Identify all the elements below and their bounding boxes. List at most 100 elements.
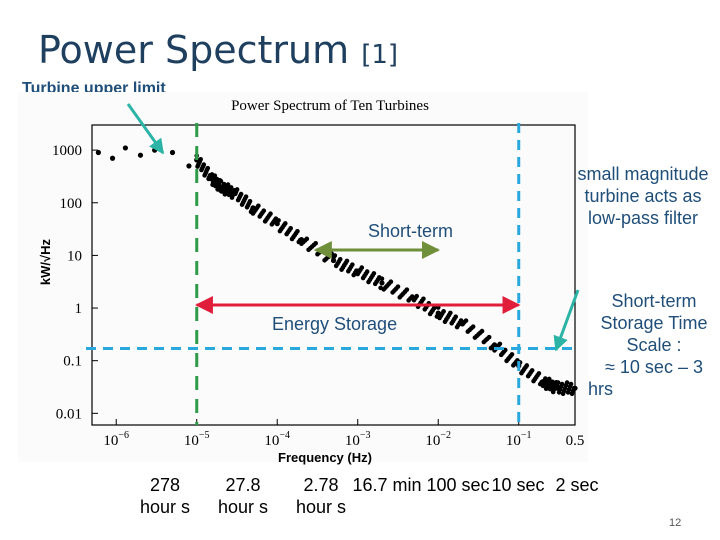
data-point [238, 191, 244, 197]
data-point [234, 187, 240, 192]
data-point [337, 256, 343, 262]
callout-line: ≈ 10 sec – 3 [605, 357, 703, 377]
callout-line: turbine acts as [584, 186, 702, 206]
bottom-label: 2 sec [555, 475, 599, 495]
data-point [304, 236, 310, 242]
storage-time-pointer [553, 289, 580, 352]
data-point [479, 328, 485, 334]
data-point [225, 182, 231, 187]
data-point [201, 162, 207, 167]
chart-overlays [86, 103, 580, 425]
x-tick-label: 0.5 [566, 433, 585, 449]
data-point [313, 240, 319, 246]
short-term-label: Short-term [368, 221, 454, 241]
data-point [198, 156, 203, 162]
data-point [109, 155, 116, 161]
data-point [295, 229, 300, 234]
plot-frame [91, 124, 576, 426]
y-tick-label: 1000 [52, 143, 82, 159]
slide-title-text: Power Spectrum [38, 28, 350, 72]
bottom-label: 10 sec [491, 475, 545, 495]
data-point [453, 314, 459, 320]
turbine-upper-limit-pointer [126, 103, 165, 155]
energy-storage-label: Energy Storage [272, 314, 398, 334]
y-tick-label: 0.1 [63, 354, 82, 370]
data-point [490, 344, 496, 349]
data-point [122, 145, 129, 151]
x-axis-label: Frequency (Hz) [278, 450, 372, 465]
data-point [550, 379, 555, 385]
data-point [95, 149, 101, 156]
data-point [546, 376, 552, 382]
data-point [364, 269, 370, 274]
data-point [243, 194, 249, 199]
data-point [388, 279, 394, 285]
data-point [344, 258, 350, 264]
data-point [470, 324, 476, 329]
slide-title: Power Spectrum [1] [38, 28, 398, 72]
data-point [137, 152, 144, 158]
bottom-label: 2.78 hour s [295, 475, 347, 517]
data-point [379, 276, 385, 282]
callout-line: Scale : [626, 335, 682, 355]
chart-background [18, 92, 588, 462]
data-point [228, 185, 234, 190]
data-point [247, 198, 253, 204]
data-point [486, 334, 492, 340]
callout-low-pass-filter: small magnitude turbine acts as low-pass… [566, 163, 720, 229]
callout-line: low-pass filter [587, 208, 699, 228]
chart-title: Power Spectrum of Ten Turbines [231, 98, 429, 114]
data-point [152, 147, 158, 153]
slide-title-reference: [1] [361, 40, 399, 70]
bottom-label: 16.7 min [352, 475, 422, 495]
data-point [509, 352, 515, 357]
data-point [404, 287, 410, 292]
data-point [441, 309, 446, 314]
data-point [205, 165, 211, 171]
data-point [288, 226, 293, 231]
data-point [371, 271, 377, 276]
callout-line: small magnitude [577, 164, 709, 184]
data-point [359, 265, 365, 270]
data-point [379, 280, 385, 286]
data-point [543, 376, 548, 381]
data-point [568, 381, 574, 387]
data-point [502, 347, 508, 353]
data-point [332, 253, 338, 258]
data-point [414, 293, 419, 299]
data-point [283, 221, 288, 226]
data-point [564, 380, 570, 385]
data-point [186, 163, 192, 169]
data-point [559, 381, 565, 387]
callout-storage-time-scale: Short-term Storage Time Scale : ≈ 10 sec… [584, 290, 720, 400]
y-tick-label: 100 [60, 196, 83, 212]
data-point [497, 341, 503, 347]
data-point [395, 284, 401, 289]
data-point [268, 211, 273, 217]
callout-line: hrs [588, 379, 614, 399]
y-tick-label: 0.01 [56, 406, 82, 422]
data-point [261, 208, 267, 214]
data-point [350, 262, 355, 267]
data-point [536, 371, 542, 376]
data-point [448, 310, 453, 316]
bottom-label: 278 hour s [139, 475, 191, 517]
y-tick-label: 10 [67, 248, 82, 264]
data-point [421, 296, 426, 302]
page-number: 12 [669, 517, 682, 529]
data-point [571, 385, 577, 391]
callout-line: Storage Time [600, 313, 708, 333]
data-point [529, 368, 535, 373]
data-point [212, 173, 218, 178]
y-tick-label: 1 [75, 301, 83, 317]
data-point [221, 181, 227, 187]
callout-line: Short-term [611, 291, 697, 311]
bottom-label: 27.8 hour s [217, 475, 269, 517]
data-point [524, 363, 530, 368]
data-point [463, 318, 469, 323]
bottom-label: 100 sec [426, 475, 490, 495]
data-point [276, 218, 281, 223]
data-point [555, 380, 561, 385]
data-point [256, 203, 261, 209]
